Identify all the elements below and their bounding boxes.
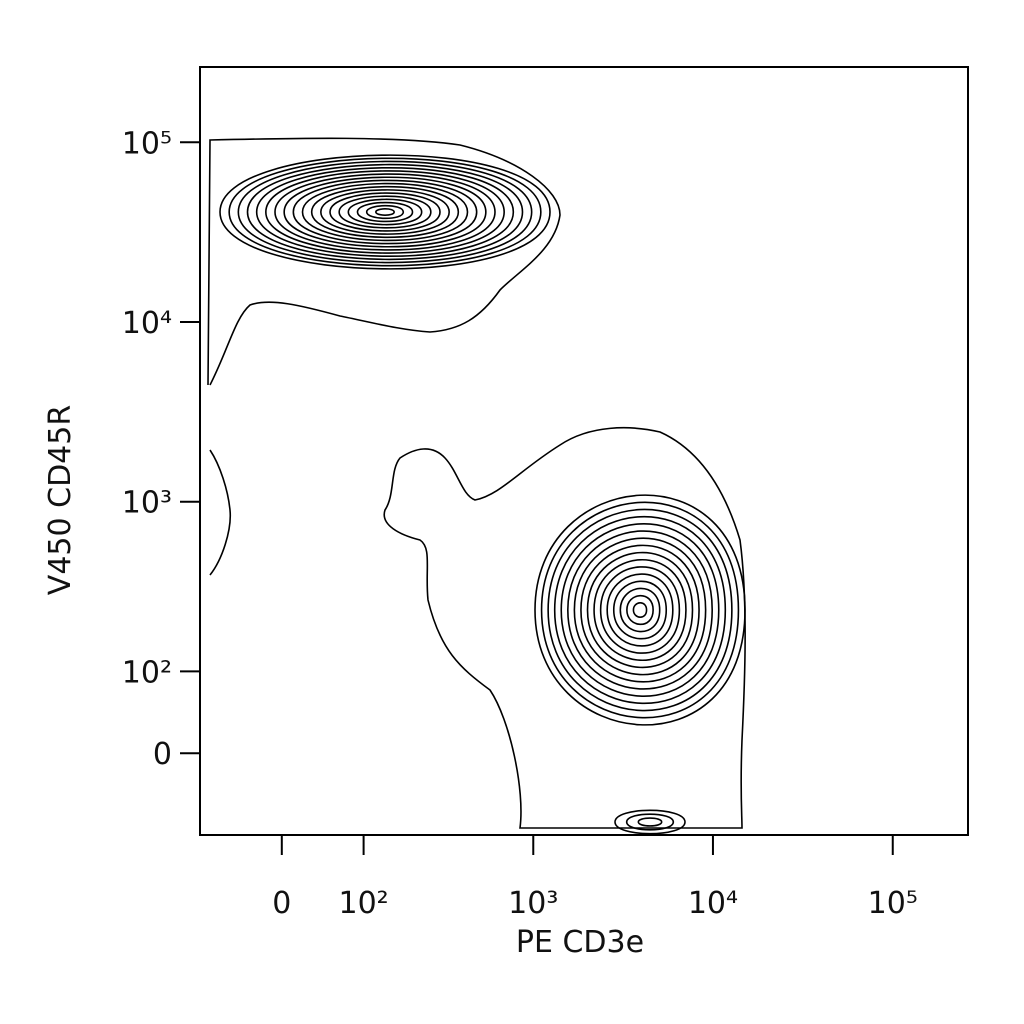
contour (255, 166, 515, 258)
contour (283, 176, 487, 248)
x-axis-title: PE CD3e (516, 925, 644, 960)
contour (547, 508, 733, 712)
x-tick-label: 10⁵ (868, 886, 918, 921)
contour (626, 594, 654, 626)
y-tick-label: 0 (153, 737, 172, 772)
contour (567, 530, 713, 690)
contour (606, 573, 674, 647)
contour (246, 163, 524, 261)
contour (301, 182, 469, 242)
contour (310, 185, 460, 239)
contour (614, 809, 686, 835)
y-tick-label: 10⁴ (122, 306, 172, 341)
contour (292, 179, 478, 245)
contours (207, 137, 746, 835)
plot-frame (199, 66, 969, 836)
contour (580, 544, 700, 676)
contour (356, 201, 414, 223)
contour (599, 566, 681, 654)
contour (274, 173, 496, 251)
contour (338, 195, 432, 229)
contour (573, 537, 707, 683)
contour (329, 192, 441, 232)
contour (540, 501, 740, 719)
contour (593, 558, 687, 662)
contour (237, 160, 533, 264)
y-tick-label: 10⁵ (122, 126, 172, 161)
contour (228, 157, 542, 267)
contour (534, 494, 746, 726)
contour (375, 208, 395, 216)
contour (365, 204, 405, 220)
x-tick-label: 10⁴ (688, 886, 738, 921)
contour (632, 602, 648, 618)
contour (560, 523, 720, 697)
x-tick-label: 10² (339, 886, 389, 921)
contour (347, 198, 423, 226)
y-axis-title: V450 CD45R (43, 405, 78, 595)
contour (553, 515, 727, 705)
contour (209, 449, 232, 576)
contour (637, 817, 663, 827)
contour (219, 154, 551, 270)
y-tick-label: 10³ (122, 486, 172, 521)
contour (265, 170, 505, 254)
contour (619, 587, 661, 633)
contour (207, 137, 561, 386)
x-tick-label: 10³ (508, 886, 558, 921)
contour (612, 580, 668, 640)
x-tick-label: 0 (272, 886, 291, 921)
y-tick-label: 10² (122, 655, 172, 690)
contour (586, 551, 694, 669)
contour (320, 189, 450, 235)
contour (625, 813, 675, 831)
